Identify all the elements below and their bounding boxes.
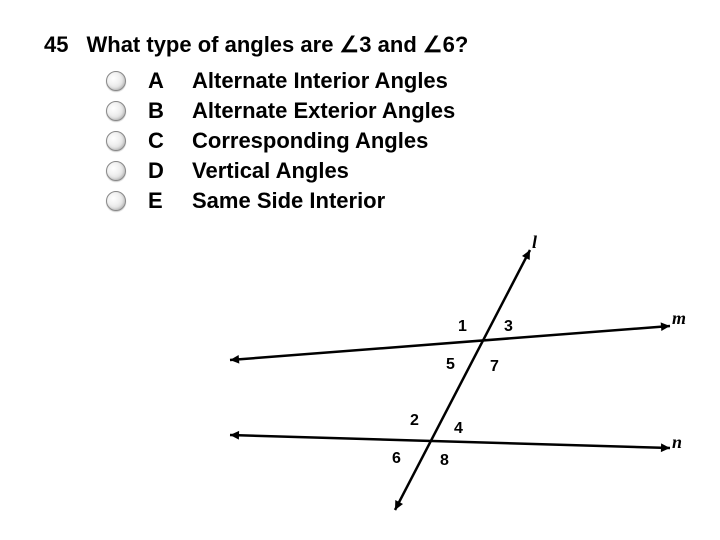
question-row: 45 What type of angles are ∠3 and ∠6?: [44, 32, 468, 58]
option-letter: E: [148, 188, 192, 214]
line-label: m: [672, 308, 686, 329]
option-text: Alternate Exterior Angles: [192, 98, 455, 124]
angle-number-label: 8: [440, 452, 449, 470]
radio-icon[interactable]: [106, 131, 126, 151]
option-row[interactable]: C Corresponding Angles: [106, 126, 455, 156]
diagram-svg: [200, 230, 700, 530]
angle-number-label: 2: [410, 412, 419, 430]
option-row[interactable]: A Alternate Interior Angles: [106, 66, 455, 96]
radio-icon[interactable]: [106, 101, 126, 121]
option-letter: B: [148, 98, 192, 124]
radio-icon[interactable]: [106, 71, 126, 91]
question-number: 45: [44, 32, 68, 58]
option-text: Corresponding Angles: [192, 128, 428, 154]
option-text: Alternate Interior Angles: [192, 68, 448, 94]
line-label: n: [672, 432, 682, 453]
question-text: What type of angles are ∠3 and ∠6?: [86, 32, 468, 58]
option-text: Vertical Angles: [192, 158, 349, 184]
options-list: A Alternate Interior Angles B Alternate …: [106, 66, 455, 216]
option-row[interactable]: B Alternate Exterior Angles: [106, 96, 455, 126]
angle-number-label: 7: [490, 358, 499, 376]
radio-icon[interactable]: [106, 161, 126, 181]
angle-number-label: 3: [504, 318, 513, 336]
angle-number-label: 1: [458, 318, 467, 336]
question-angle-1: 3: [359, 32, 371, 57]
radio-icon[interactable]: [106, 191, 126, 211]
question-angle-2: 6?: [443, 32, 469, 57]
question-text-before: What type of angles are: [86, 32, 339, 57]
angle-diagram: l m n 1 3 5 7 2 4 6 8: [200, 230, 700, 530]
angle-number-label: 6: [392, 450, 401, 468]
option-row[interactable]: D Vertical Angles: [106, 156, 455, 186]
option-row[interactable]: E Same Side Interior: [106, 186, 455, 216]
line-label: l: [532, 232, 537, 253]
option-text: Same Side Interior: [192, 188, 385, 214]
angle-symbol-2: ∠: [423, 32, 443, 57]
angle-symbol-1: ∠: [340, 32, 360, 57]
option-letter: C: [148, 128, 192, 154]
question-text-mid: and: [372, 32, 423, 57]
option-letter: A: [148, 68, 192, 94]
angle-number-label: 4: [454, 420, 463, 438]
option-letter: D: [148, 158, 192, 184]
angle-number-label: 5: [446, 356, 455, 374]
